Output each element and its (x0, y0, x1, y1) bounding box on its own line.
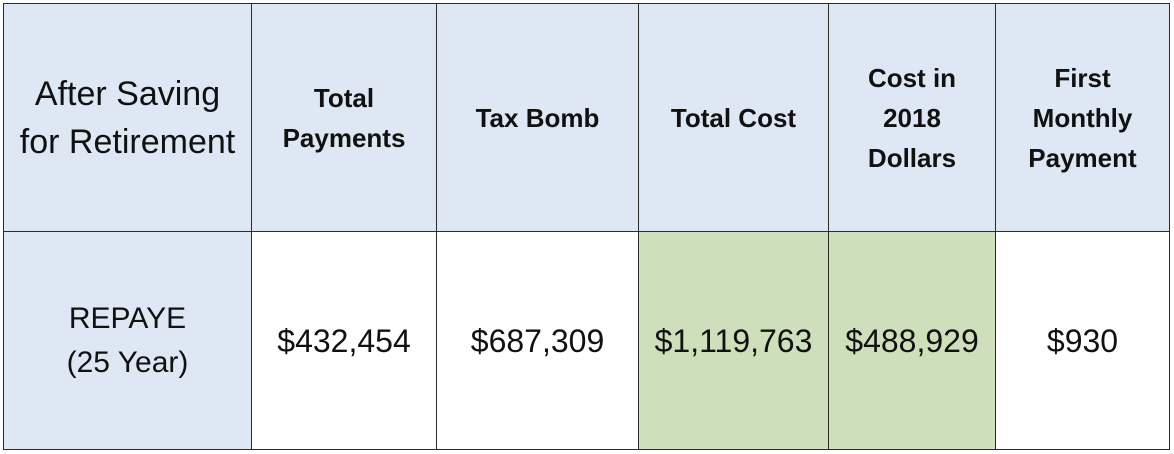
column-header-line: Tax Bomb (475, 102, 600, 133)
column-header-line: Cost in (867, 62, 957, 93)
table-row: REPAYE (25 Year) $432,454 $687,309 $1,11… (3, 231, 1170, 450)
corner-header-line: for Retirement (19, 122, 236, 161)
corner-header-line: After Saving (34, 74, 221, 113)
cost-in-2018-dollars-cell: $488,929 (828, 231, 996, 450)
column-header-total-cost: Total Cost (638, 3, 829, 232)
column-header-line: Total (313, 82, 375, 113)
column-header-line: 2018 (883, 102, 941, 133)
first-monthly-payment-cell: $930 (995, 231, 1170, 450)
corner-header-cell: After Saving for Retirement (3, 3, 252, 232)
column-header-line: Payment (1028, 142, 1137, 173)
row-label-line: REPAYE (68, 301, 187, 335)
comparison-table-container: After Saving for Retirement Total Paymen… (3, 3, 1170, 450)
row-label-line: (25 Year) (66, 345, 189, 379)
column-header-total-payments: Total Payments (251, 3, 437, 232)
total-cost-cell: $1,119,763 (638, 231, 829, 450)
column-header-line: Total Cost (670, 102, 797, 133)
column-header-line: Dollars (867, 142, 957, 173)
repayment-comparison-table: After Saving for Retirement Total Paymen… (3, 3, 1170, 450)
tax-bomb-cell: $687,309 (436, 231, 639, 450)
column-header-first-monthly-payment: First Monthly Payment (995, 3, 1170, 232)
header-row: After Saving for Retirement Total Paymen… (3, 3, 1170, 232)
column-header-line: First (1054, 62, 1111, 93)
total-payments-cell: $432,454 (251, 231, 437, 450)
row-label-cell: REPAYE (25 Year) (3, 231, 252, 450)
column-header-line: Monthly (1032, 102, 1133, 133)
column-header-tax-bomb: Tax Bomb (436, 3, 639, 232)
column-header-cost-in-2018-dollars: Cost in 2018 Dollars (828, 3, 996, 232)
column-header-line: Payments (282, 122, 406, 153)
